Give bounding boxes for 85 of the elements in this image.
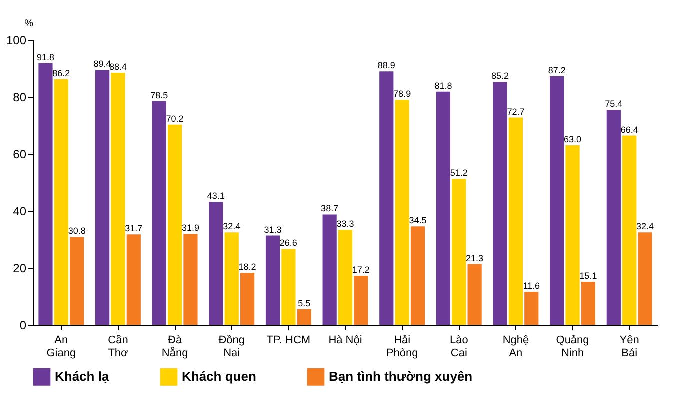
x-tick-label: Đồng Nai — [218, 334, 246, 360]
bar — [638, 232, 652, 325]
x-tick-label: Quảng Ninh — [556, 334, 590, 360]
bar — [354, 276, 368, 325]
y-tick-label: 20 — [13, 262, 27, 276]
data-label: 18.2 — [238, 262, 256, 272]
data-label: 63.0 — [564, 134, 582, 144]
legend-label: Khách quen — [182, 369, 256, 384]
x-tick-label: Yên Bái — [620, 334, 640, 360]
data-label: 17.2 — [352, 264, 370, 275]
data-label: 31.7 — [125, 224, 143, 234]
data-label: 81.8 — [434, 80, 452, 91]
bar — [566, 145, 580, 325]
bar — [297, 309, 312, 325]
bar — [54, 79, 68, 325]
data-label: 21.3 — [466, 253, 484, 264]
data-label: 31.3 — [264, 224, 282, 235]
bar — [70, 237, 84, 325]
y-tick-label: 60 — [13, 148, 27, 162]
bar — [266, 236, 280, 325]
x-tick-label: Đà Nẵng — [162, 334, 188, 360]
bar — [452, 179, 466, 325]
data-label: 85.2 — [492, 71, 510, 82]
bar — [380, 72, 394, 325]
y-tick-label: 100 — [6, 34, 27, 48]
data-label: 72.7 — [507, 106, 525, 117]
data-label: 78.5 — [150, 90, 168, 100]
data-label: 87.2 — [548, 65, 566, 76]
data-label: 43.1 — [207, 191, 225, 202]
data-label: 78.9 — [394, 89, 412, 100]
x-tick-label: Lào Cai — [450, 334, 468, 360]
data-label: 70.2 — [166, 114, 184, 124]
data-label: 33.3 — [336, 219, 354, 230]
bar — [38, 63, 53, 325]
y-tick-label: 0 — [20, 318, 27, 332]
bar — [126, 234, 141, 325]
data-label: 26.6 — [280, 238, 298, 248]
data-label: 51.2 — [450, 168, 468, 178]
x-tick-label: Hải Phòng — [386, 334, 418, 360]
data-label: 91.8 — [36, 52, 54, 62]
bar — [209, 202, 224, 325]
bar — [322, 214, 337, 325]
bar — [436, 92, 451, 325]
data-label: 38.7 — [321, 204, 339, 214]
data-label: 86.2 — [52, 68, 70, 78]
data-label: 32.4 — [636, 222, 654, 232]
bar — [493, 82, 508, 325]
bar — [282, 249, 296, 325]
x-tick-label: Hà Nội — [328, 334, 362, 346]
data-label: 88.9 — [378, 60, 396, 71]
bar — [410, 226, 426, 325]
bar — [240, 273, 255, 325]
data-label: 32.4 — [223, 222, 241, 232]
bar — [152, 101, 166, 325]
bar — [96, 70, 110, 325]
bar — [468, 264, 482, 325]
x-tick-label: Cần Thơ — [108, 334, 128, 360]
data-label: 11.6 — [523, 280, 540, 291]
x-tick-label: TP. HCM — [266, 334, 311, 346]
y-axis-title: % — [24, 18, 34, 30]
data-label: 66.4 — [620, 124, 638, 135]
data-label: 31.9 — [182, 223, 200, 234]
bar — [581, 282, 596, 325]
bar — [395, 100, 410, 325]
bar — [184, 234, 198, 325]
data-label: 34.5 — [409, 216, 427, 226]
y-tick-label: 40 — [13, 204, 27, 218]
bar — [111, 73, 126, 325]
y-tick-label: 80 — [13, 90, 27, 104]
bar — [606, 110, 621, 325]
legend-label: Khách lạ — [55, 369, 110, 384]
bar — [524, 292, 539, 325]
data-label: 30.8 — [68, 226, 86, 236]
bar — [550, 76, 564, 325]
bar — [622, 136, 637, 325]
data-label: 15.1 — [580, 270, 598, 281]
bar — [338, 230, 353, 325]
legend-label: Bạn tình thường xuyên — [329, 369, 473, 384]
data-label: 75.4 — [605, 99, 623, 110]
bar — [508, 118, 524, 325]
bar — [168, 124, 182, 325]
data-label: 5.5 — [298, 298, 311, 308]
x-tick-label: An Giang — [46, 334, 76, 360]
x-tick-label: Nghệ An — [502, 334, 530, 360]
bar — [224, 232, 239, 325]
